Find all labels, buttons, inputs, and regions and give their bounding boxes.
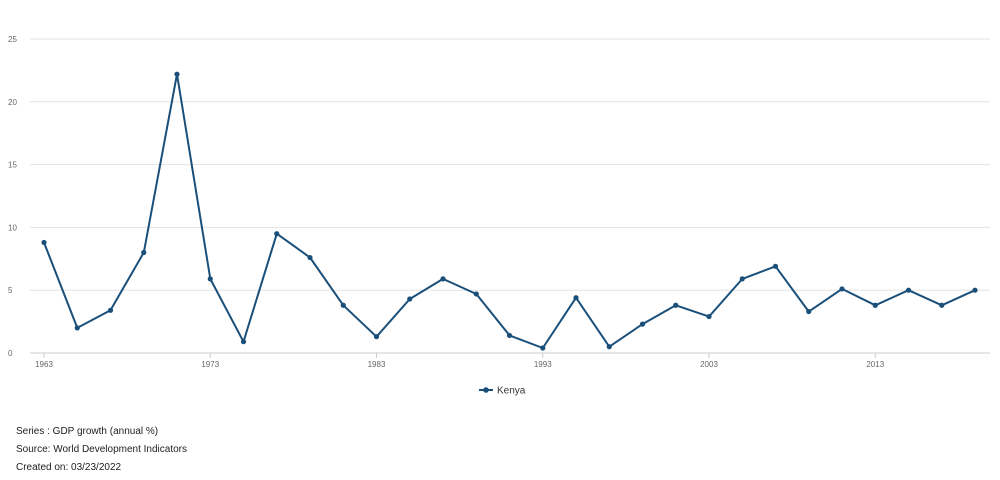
y-tick-label: 10 [8,223,17,232]
series-line-kenya [43,73,976,349]
plot-area [41,71,978,351]
data-point [506,332,513,339]
data-point [706,313,712,320]
y-axis-ticks: 0 5 10 15 20 25 [8,35,17,358]
data-point [74,325,80,331]
data-point [839,286,845,292]
data-point [540,345,546,351]
data-point [274,231,280,237]
x-tick-label: 2003 [700,360,718,369]
y-tick-label: 15 [8,161,17,170]
data-point [739,276,745,282]
x-tick-label: 2013 [866,360,884,369]
y-tick-label: 5 [8,286,13,295]
x-tick-label: 1963 [35,360,53,369]
data-point [972,287,978,293]
footer-source: Source: World Development Indicators [16,444,188,455]
gridlines [30,38,990,354]
y-tick-label: 0 [8,349,13,358]
data-point [673,302,679,308]
data-point [806,308,812,315]
legend-label-kenya: Kenya [497,386,526,397]
data-point [240,339,247,345]
data-point [872,302,878,308]
data-point [473,291,479,297]
data-point [340,302,346,308]
legend-marker [483,387,489,393]
legend[interactable]: Kenya [479,386,526,397]
footer-created: Created on: 03/23/2022 [16,462,122,473]
data-point [772,263,779,269]
data-point [141,249,147,256]
x-tick-label: 1983 [368,360,386,369]
data-point [905,287,912,293]
footer-series: Series : GDP growth (annual %) [16,426,159,437]
y-tick-label: 20 [8,98,17,107]
data-point [307,254,313,261]
data-point [41,239,47,246]
data-point [606,344,612,350]
data-point [174,71,180,77]
y-tick-label: 25 [8,35,17,44]
data-point [207,276,213,282]
x-tick-label: 1973 [201,360,219,369]
data-point [440,276,446,282]
data-point [373,334,380,340]
data-point [107,307,114,313]
data-point [407,296,413,302]
data-point [939,302,945,308]
data-point [639,321,646,327]
x-tick-label: 1993 [534,360,552,369]
data-point [573,295,579,301]
x-axis-ticks: 1963 1973 1983 1993 2003 2013 [35,353,885,369]
